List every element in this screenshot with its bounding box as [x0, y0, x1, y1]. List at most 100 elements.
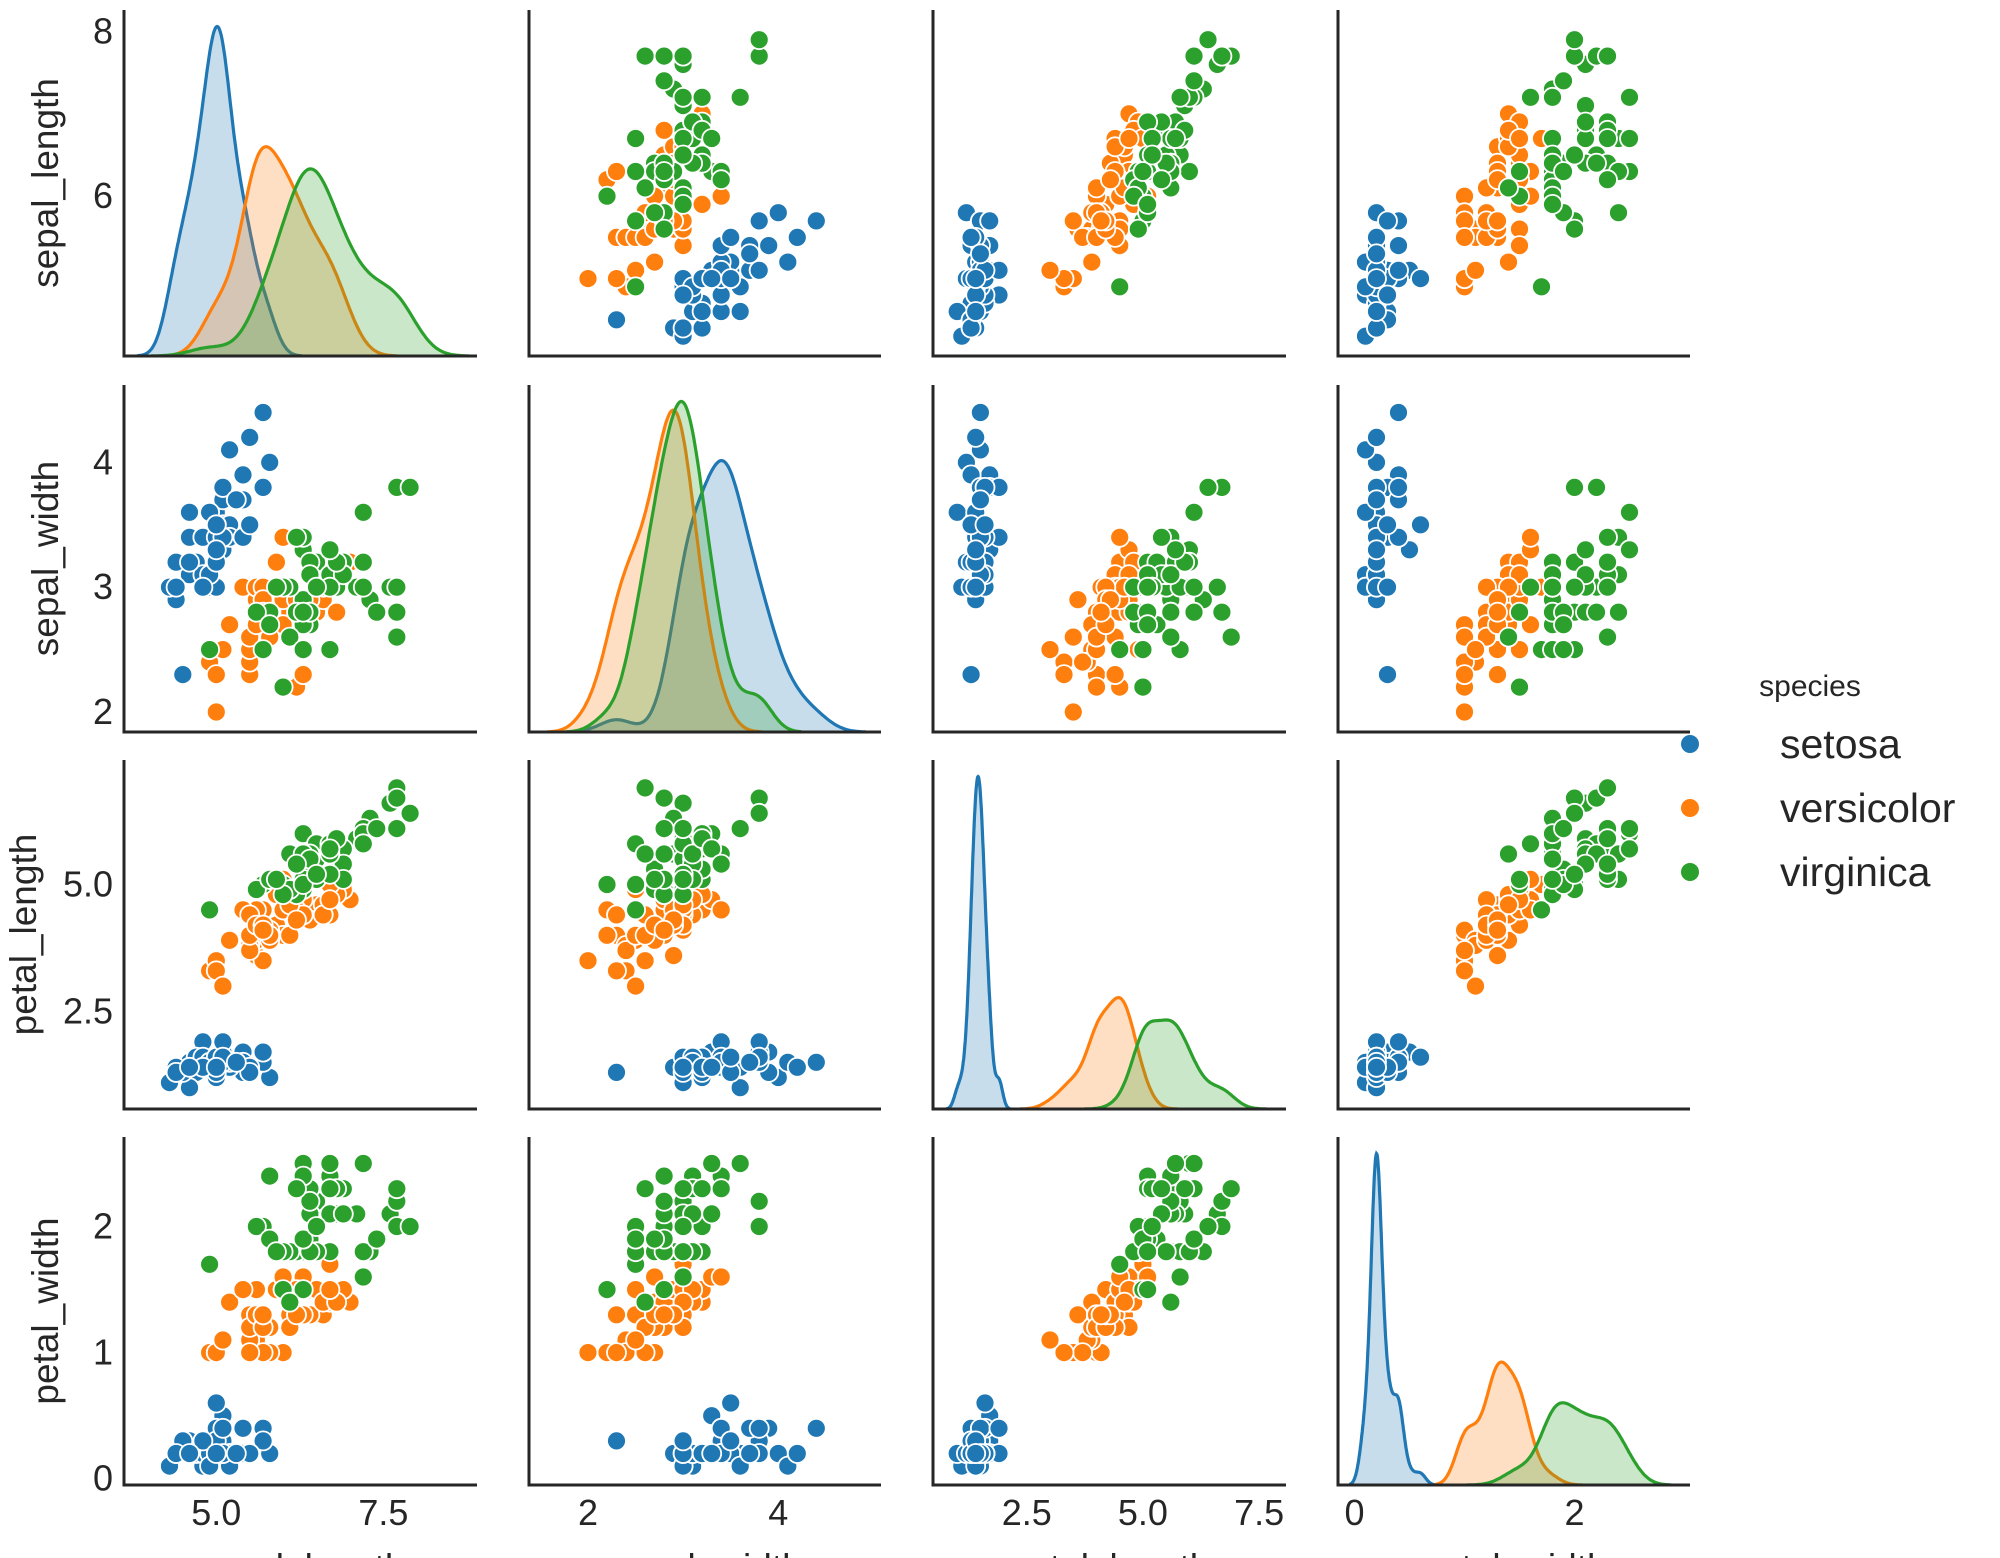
point-setosa	[1388, 476, 1409, 498]
point-setosa	[219, 439, 241, 461]
point-virginica	[1531, 276, 1552, 298]
point-virginica	[682, 843, 703, 865]
point-virginica	[1165, 128, 1186, 149]
point-virginica	[1597, 853, 1618, 875]
point-setosa	[729, 1077, 751, 1099]
point-virginica	[1542, 193, 1563, 215]
point-setosa	[172, 664, 194, 685]
kde-fill-versicolor	[1434, 1362, 1583, 1485]
point-virginica	[672, 86, 694, 108]
point-virginica	[1183, 576, 1205, 598]
point-virginica	[625, 128, 646, 149]
point-virginica	[399, 476, 421, 498]
point-versicolor	[606, 1342, 627, 1363]
point-setosa	[767, 202, 789, 224]
point-virginica	[653, 70, 675, 92]
point-virginica	[299, 1190, 321, 1212]
point-versicolor	[1114, 1291, 1135, 1313]
point-virginica	[634, 45, 656, 67]
point-virginica	[265, 576, 287, 598]
point-versicolor	[653, 919, 675, 941]
point-virginica	[259, 1165, 281, 1187]
point-setosa	[965, 1443, 987, 1464]
point-virginica	[386, 601, 408, 623]
point-versicolor	[1498, 894, 1519, 916]
x-tick-label: 5.0	[1118, 1492, 1168, 1533]
point-virginica	[1220, 626, 1242, 648]
point-virginica	[748, 29, 770, 51]
y-tick-label: 0	[93, 1458, 113, 1499]
subplot-sepal_length-vs-sepal_width	[527, 10, 881, 358]
point-virginica	[1586, 601, 1607, 623]
point-setosa	[192, 576, 214, 598]
point-virginica	[352, 551, 374, 573]
point-virginica	[319, 539, 341, 561]
point-virginica	[1509, 161, 1530, 182]
point-setosa	[965, 576, 987, 598]
point-versicolor	[596, 924, 618, 946]
point-versicolor	[1487, 945, 1508, 966]
point-virginica	[1575, 111, 1596, 133]
point-virginica	[653, 161, 675, 182]
point-setosa	[777, 251, 799, 273]
point-setosa	[1366, 539, 1387, 561]
point-virginica	[672, 869, 694, 890]
point-virginica	[319, 639, 341, 660]
point-setosa	[805, 1417, 827, 1439]
point-versicolor	[1081, 251, 1103, 273]
point-setosa	[974, 514, 996, 536]
point-versicolor	[205, 664, 227, 685]
point-virginica	[1183, 70, 1205, 92]
point-versicolor	[205, 701, 227, 723]
kde-line-setosa	[136, 24, 303, 356]
point-virginica	[672, 1216, 694, 1237]
point-versicolor	[1487, 210, 1508, 232]
x-tick-label: 7.5	[358, 1492, 408, 1533]
point-setosa	[252, 1041, 274, 1063]
point-virginica	[691, 1178, 713, 1200]
subplot-sepal_length-vs-petal_length	[931, 10, 1286, 358]
point-versicolor	[1100, 169, 1121, 191]
point-virginica	[1141, 1216, 1163, 1237]
point-virginica	[1132, 676, 1154, 698]
point-virginica	[672, 1266, 694, 1288]
point-versicolor	[710, 1266, 732, 1288]
point-setosa	[965, 539, 987, 561]
point-virginica	[265, 1241, 287, 1263]
point-virginica	[1553, 161, 1574, 182]
point-setosa	[1388, 259, 1409, 281]
point-virginica	[306, 1216, 327, 1237]
point-virginica	[1553, 818, 1574, 839]
point-versicolor	[1487, 601, 1508, 623]
point-virginica	[245, 1216, 267, 1237]
point-virginica	[386, 1178, 408, 1200]
point-virginica	[1183, 1153, 1205, 1174]
point-versicolor	[1067, 589, 1089, 611]
point-setosa	[179, 501, 200, 523]
point-virginica	[672, 193, 694, 215]
point-versicolor	[625, 1329, 646, 1351]
point-virginica	[279, 626, 301, 648]
point-virginica	[748, 1216, 770, 1237]
point-setosa	[805, 210, 827, 232]
y-axis-label: sepal_width	[25, 461, 66, 656]
point-virginica	[1109, 639, 1131, 660]
point-versicolor	[1062, 210, 1084, 232]
kde-fill-virginica	[1084, 1020, 1267, 1109]
subplot-petal_width-vs-sepal_width	[527, 1137, 881, 1487]
point-versicolor	[691, 193, 713, 215]
point-setosa	[720, 1392, 742, 1414]
legend-label-versicolor: versicolor	[1780, 785, 1955, 831]
x-axis-label: sepal_width	[607, 1547, 802, 1558]
point-setosa	[205, 1056, 227, 1078]
point-virginica	[625, 899, 646, 921]
point-virginica	[199, 639, 221, 660]
point-setosa	[1366, 489, 1387, 511]
point-versicolor	[1053, 664, 1075, 685]
y-tick-label: 5.0	[63, 864, 113, 905]
point-setosa	[205, 1443, 227, 1464]
y-tick-label: 6	[93, 175, 113, 216]
point-setosa	[1410, 514, 1431, 536]
point-virginica	[352, 501, 374, 523]
